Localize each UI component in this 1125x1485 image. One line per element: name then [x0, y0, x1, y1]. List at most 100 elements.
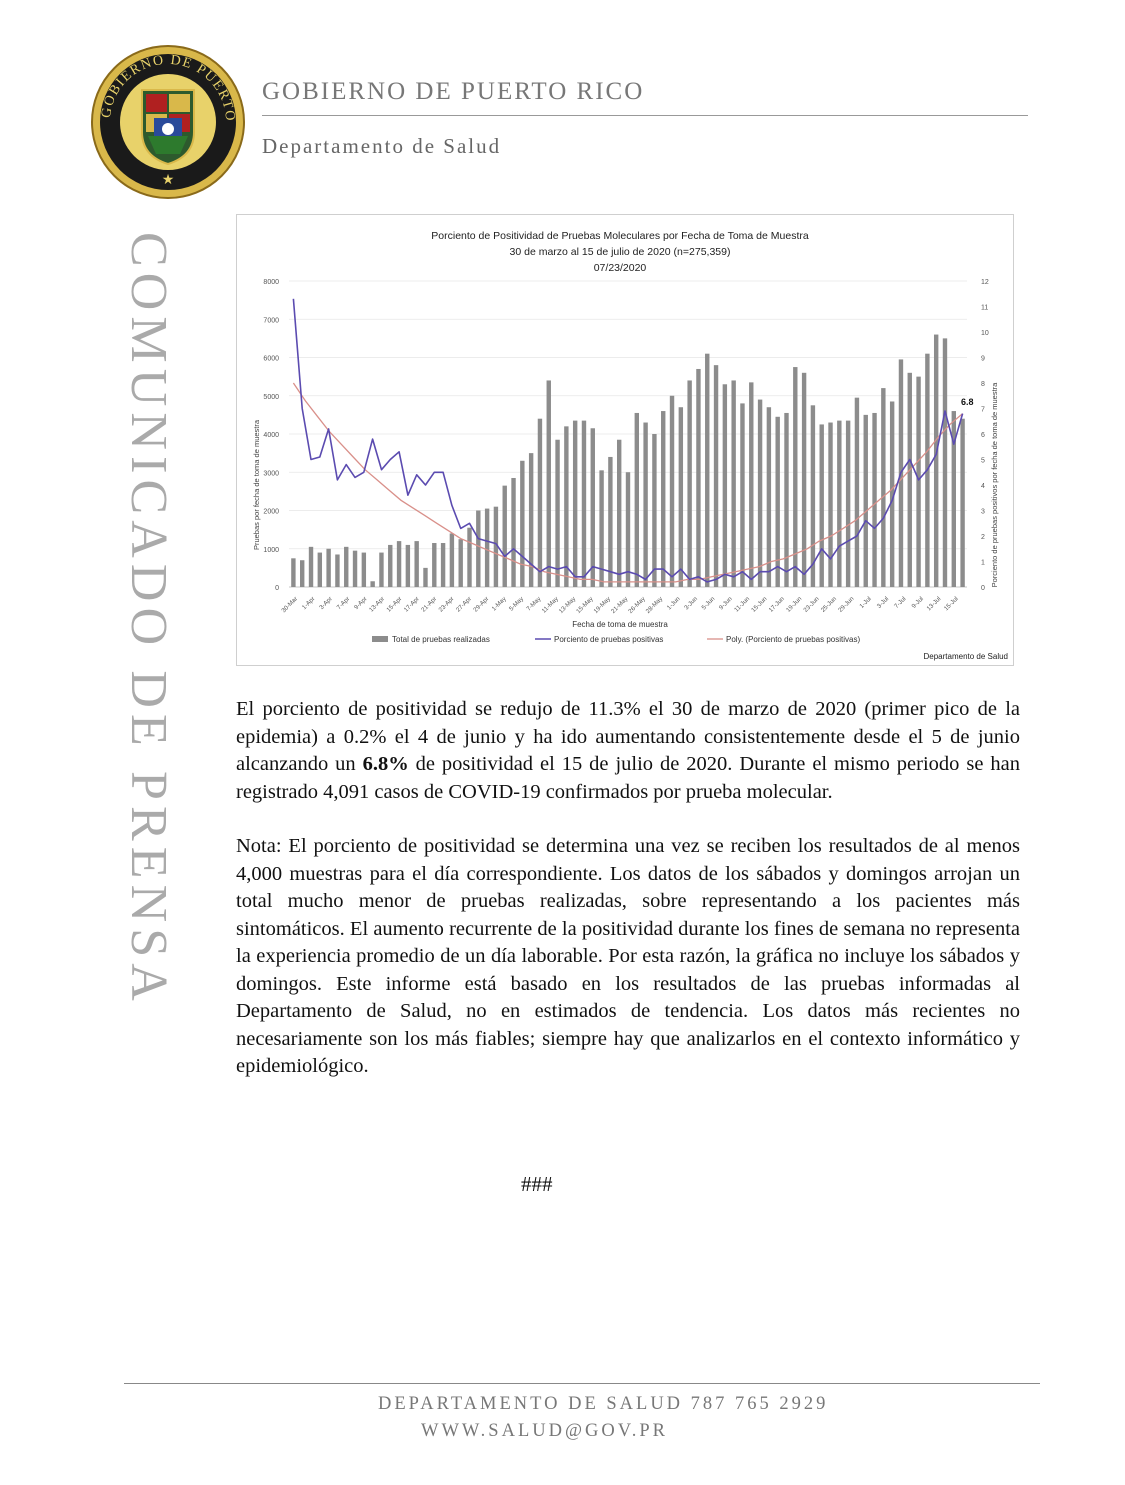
left-axis-label: Pruebas por fecha de toma de muestra — [252, 419, 261, 550]
svg-text:★: ★ — [162, 172, 175, 188]
bar — [370, 581, 375, 587]
left-tick-label: 8000 — [263, 279, 279, 286]
right-axis-label: Porciento de pruebas positivos por fecha… — [990, 382, 999, 588]
bar — [361, 552, 367, 587]
x-tick-label: 11-Jun — [733, 595, 751, 613]
legend-line: Porciento de pruebas positivas — [554, 635, 663, 644]
press-release-banner: COMUNICADO DE PRENSA — [120, 232, 177, 1007]
bar — [828, 422, 833, 587]
footer-phone: DEPARTAMENTO DE SALUD 787 765 2929 — [378, 1394, 829, 1414]
x-tick-label: 15-Jul — [943, 595, 960, 612]
x-tick-label: 25-Jun — [820, 595, 839, 614]
bar — [705, 353, 710, 587]
bar — [546, 380, 551, 587]
summary-highlight: 6.8% — [362, 753, 409, 775]
end-mark: ### — [521, 1172, 553, 1196]
puerto-rico-seal-logo: GOBIERNO DE PUERTO RICO ★ — [90, 44, 245, 199]
left-tick-label: 3000 — [263, 470, 279, 477]
bar — [493, 506, 499, 587]
x-tick-label: 15-May — [575, 595, 595, 615]
bar — [652, 434, 657, 587]
x-tick-label: 3-Apr — [318, 595, 334, 611]
legend-bar-swatch — [372, 636, 388, 642]
bar — [669, 395, 675, 587]
bar — [520, 460, 525, 587]
right-tick-label: 4 — [981, 483, 985, 490]
last-value-annotation: 6.8 — [961, 397, 974, 407]
bar — [916, 376, 921, 587]
bar — [476, 510, 481, 587]
x-tick-label: 27-Apr — [455, 595, 473, 613]
right-tick-label: 3 — [981, 509, 985, 516]
bar — [696, 368, 701, 587]
x-tick-label: 7-Apr — [336, 595, 352, 611]
chart-subtitle: 30 de marzo al 15 de julio de 2020 (n=27… — [510, 246, 731, 258]
x-tick-label: 21-May — [610, 595, 630, 615]
bar — [775, 416, 780, 587]
x-tick-label: 5-May — [508, 595, 526, 613]
x-tick-label: 7-Jul — [893, 595, 907, 609]
footer-website: WWW.SALUD@GOV.PR — [421, 1421, 668, 1441]
bar — [449, 533, 455, 587]
paragraph-note: Nota: El porciento de positividad se det… — [236, 835, 1020, 1077]
left-tick-label: 1000 — [263, 547, 279, 554]
x-tick-label: 1-Jul — [858, 595, 872, 609]
chart-svg: Porciento de Positividad de Pruebas Mole… — [252, 230, 1008, 661]
bar — [379, 552, 384, 587]
x-tick-label: 19-Jun — [785, 595, 804, 614]
x-tick-label: 1-May — [491, 595, 509, 613]
bar — [405, 544, 411, 587]
bar — [335, 554, 340, 587]
bar — [661, 411, 666, 587]
x-tick-label: 28-May — [645, 595, 665, 615]
bar — [933, 334, 939, 587]
trend-line — [292, 382, 964, 583]
bar — [678, 407, 684, 587]
footer-divider — [124, 1383, 1040, 1384]
right-tick-label: 12 — [981, 279, 989, 286]
x-tick-label: 29-Jun — [837, 595, 856, 614]
x-tick-label: 9-Jul — [911, 595, 925, 609]
bar — [432, 543, 437, 587]
bar — [555, 439, 560, 587]
x-tick-label: 26-May — [627, 595, 647, 615]
bar — [793, 367, 798, 587]
bar — [889, 401, 895, 587]
bar — [801, 372, 807, 587]
x-tick-label: 15-Apr — [385, 595, 403, 613]
bar — [458, 539, 463, 587]
bar — [502, 485, 507, 587]
bar — [599, 470, 604, 587]
positivity-line — [292, 298, 964, 583]
bar — [837, 420, 842, 587]
bar — [300, 560, 305, 587]
bar — [951, 411, 956, 587]
right-tick-label: 0 — [981, 585, 985, 592]
bar — [308, 546, 314, 587]
bar — [863, 414, 868, 587]
x-tick-label: 9-Jun — [718, 595, 734, 611]
left-tick-label: 6000 — [263, 356, 279, 363]
department-subtitle: Departamento de Salud — [262, 134, 502, 158]
left-tick-label: 4000 — [263, 432, 279, 439]
bar — [854, 397, 860, 587]
x-tick-label: 3-Jul — [876, 595, 890, 609]
bar — [572, 420, 578, 587]
right-tick-label: 6 — [981, 432, 985, 439]
bar — [731, 380, 736, 587]
bar — [484, 508, 490, 587]
left-tick-label: 5000 — [263, 394, 279, 401]
bar — [766, 407, 772, 587]
bar — [528, 453, 534, 587]
bar — [564, 426, 569, 587]
bar — [396, 541, 402, 587]
bar — [845, 420, 851, 587]
x-tick-label: 3-Jun — [683, 595, 699, 611]
bar — [467, 527, 472, 587]
x-tick-label: 30-Mar — [280, 595, 299, 614]
bar — [414, 541, 419, 587]
bar — [881, 388, 886, 587]
legend-bars: Total de pruebas realizadas — [392, 635, 490, 644]
x-axis-label: Fecha de toma de muestra — [572, 620, 668, 629]
right-tick-label: 8 — [981, 381, 985, 388]
